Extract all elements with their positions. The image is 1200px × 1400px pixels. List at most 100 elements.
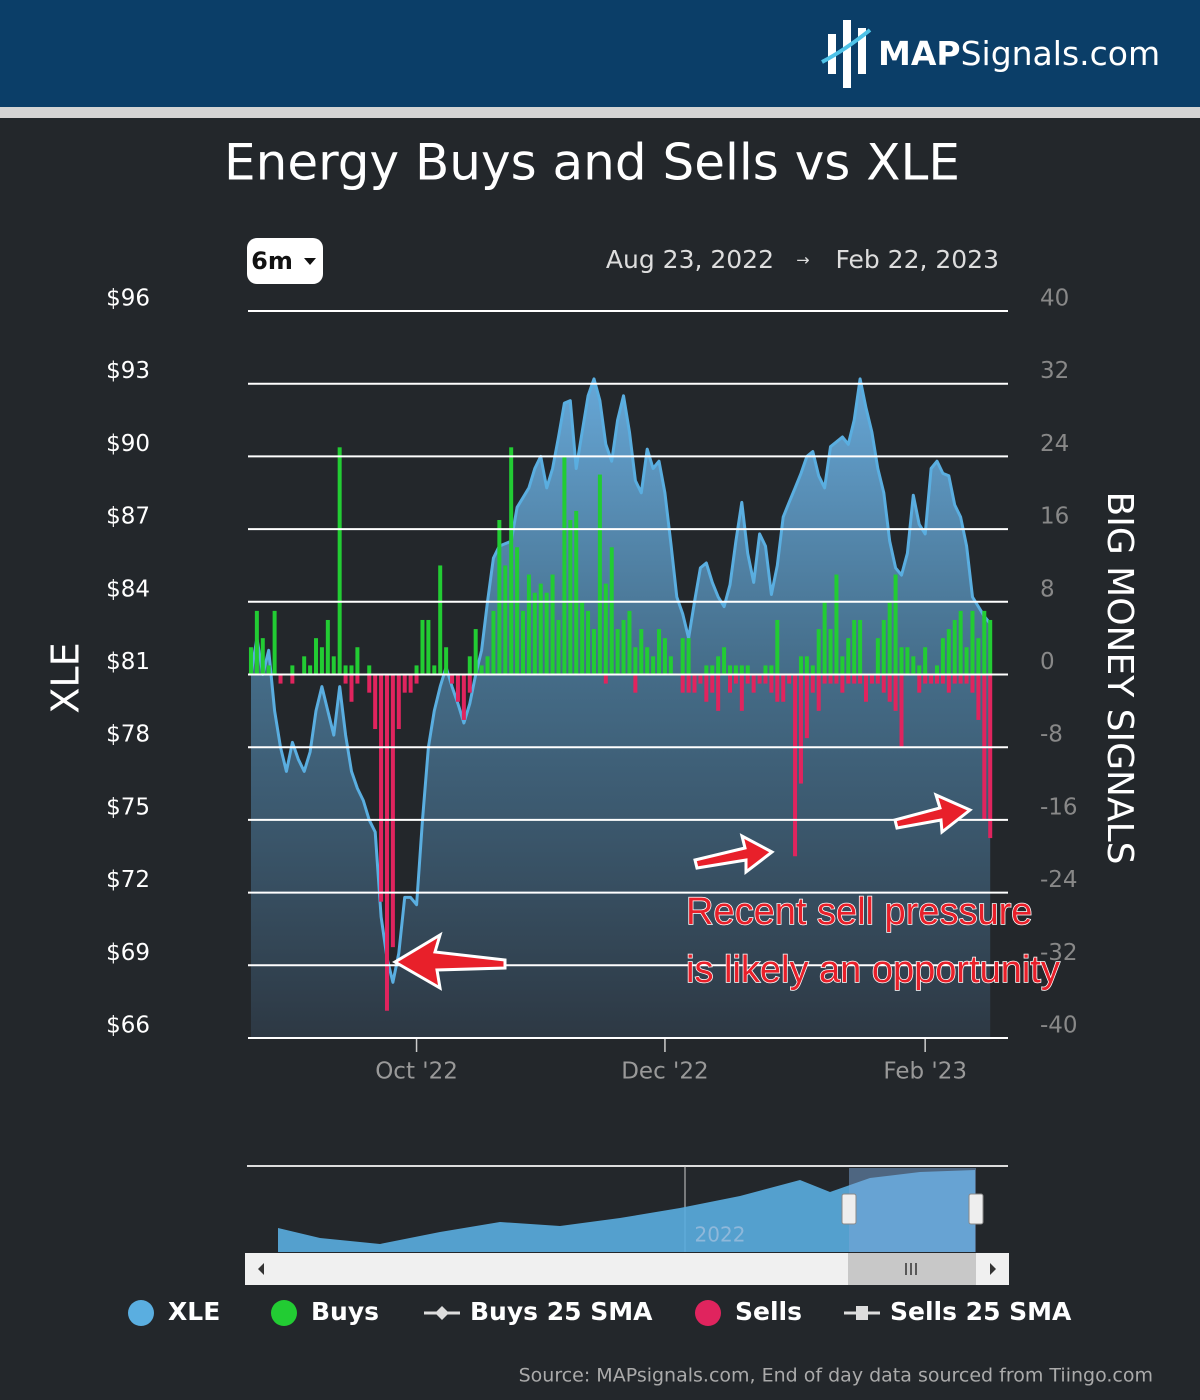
buys-bar (727, 665, 732, 675)
buys-bar (852, 619, 857, 675)
buys-bar (745, 665, 750, 675)
buys-bar (988, 619, 993, 675)
buys-bar (881, 619, 886, 675)
logo-swoosh (821, 28, 872, 64)
navigator-area (278, 1170, 975, 1252)
buys-bar (958, 610, 963, 675)
sells-bar (846, 674, 851, 684)
buys-bar (491, 610, 496, 675)
x-tick-label: Feb '23 (883, 1059, 967, 1085)
buys-bar (597, 474, 602, 675)
buys-bar (934, 665, 939, 675)
y2-tick-label: 32 (1040, 358, 1069, 384)
legend-item[interactable]: Buys (271, 1297, 379, 1326)
legend-item[interactable]: Buys 25 SMA (424, 1297, 653, 1326)
buys-bar (609, 547, 614, 675)
buys-bar (550, 574, 555, 675)
date-to[interactable]: Feb 22, 2023 (835, 245, 999, 274)
navigator-handle[interactable] (841, 1193, 857, 1225)
legend-item[interactable]: Sells (695, 1297, 802, 1326)
buys-bar (923, 647, 928, 675)
y-tick-label: $90 (106, 431, 150, 457)
sells-bar (899, 674, 904, 748)
y2-tick-label: 24 (1040, 431, 1069, 457)
buys-bar (325, 619, 330, 675)
buys-bar (544, 592, 549, 675)
y2-axis-label: BIG MONEY SIGNALS (1099, 492, 1140, 865)
buys-bar (716, 656, 721, 675)
buys-bar (574, 510, 579, 675)
buys-bar (657, 629, 662, 675)
logo[interactable]: MAPSignals.com (821, 20, 1160, 88)
scroll-right[interactable] (990, 1263, 996, 1275)
sells-bar (733, 674, 738, 684)
navigator[interactable]: 2022 (245, 1165, 1009, 1285)
annotation: Recent sell pressure (686, 891, 1032, 933)
legend-item[interactable]: Sells 25 SMA (844, 1297, 1072, 1326)
buys-bar (621, 619, 626, 675)
sells-bar (934, 674, 939, 684)
buys-bar (485, 656, 490, 675)
buys-bar (538, 583, 543, 675)
buys-bar (308, 665, 313, 675)
buys-bar (467, 656, 472, 675)
buys-bar (314, 638, 319, 675)
buys-bar (710, 665, 715, 675)
sells-bar (964, 674, 969, 684)
buys-bar (432, 665, 437, 675)
legend-item[interactable]: XLE (128, 1297, 220, 1326)
y2-tick-label: 16 (1040, 504, 1069, 530)
buys-bar (414, 665, 419, 675)
buys-bar (426, 619, 431, 675)
y-tick-label: $81 (106, 649, 150, 675)
sells-bar (775, 674, 780, 702)
sells-bar (952, 674, 957, 684)
xle-line (249, 377, 992, 984)
sells-bar (414, 674, 419, 684)
date-from[interactable]: Aug 23, 2022 (606, 245, 774, 274)
scroll-left[interactable] (258, 1263, 264, 1275)
buys-bar (893, 574, 898, 675)
buys-bar (349, 665, 354, 675)
y2-tick-label: 0 (1040, 649, 1055, 675)
sells-bar (852, 674, 857, 684)
buys-bar (846, 638, 851, 675)
legend-label: XLE (168, 1297, 220, 1326)
buys-bar (662, 638, 667, 675)
sells-bar (692, 674, 697, 693)
buys-bar (639, 629, 644, 675)
sells-bar (278, 674, 283, 684)
legend: XLE Buys Buys 25 SMA Sells Sells 25 SMA (128, 1297, 1072, 1326)
range-button[interactable] (247, 238, 323, 284)
sells-bar (858, 674, 863, 684)
buys-bar (568, 520, 573, 675)
buys-bar (503, 565, 508, 675)
sells-bar (384, 674, 389, 1011)
sells-bar (343, 674, 348, 684)
arrow (392, 931, 507, 991)
buys-bar (905, 647, 910, 675)
buys-bar (899, 647, 904, 675)
sells-bar (840, 674, 845, 693)
buys-bar (858, 619, 863, 675)
sells-bar (290, 674, 295, 684)
dropdown-caret (304, 258, 316, 265)
sells-bar (923, 674, 928, 684)
navigator-handle[interactable] (968, 1193, 984, 1225)
sells-bar (450, 674, 455, 684)
sells-bar (763, 674, 768, 684)
y2-tick-label: -16 (1040, 794, 1078, 820)
header-bar (0, 0, 1200, 107)
buys-bar (828, 629, 833, 675)
buys-bar (586, 610, 591, 675)
buys-bar (763, 665, 768, 675)
sells-bar (804, 674, 809, 739)
scrollbar-thumb[interactable] (848, 1253, 976, 1285)
buys-bar (319, 647, 324, 675)
sells-bar (781, 674, 786, 702)
buys-bar (946, 629, 951, 675)
buys-bar (651, 656, 656, 675)
y-tick-label: $75 (106, 794, 150, 820)
logo-mark (828, 34, 836, 74)
navigator-window[interactable] (849, 1168, 976, 1252)
